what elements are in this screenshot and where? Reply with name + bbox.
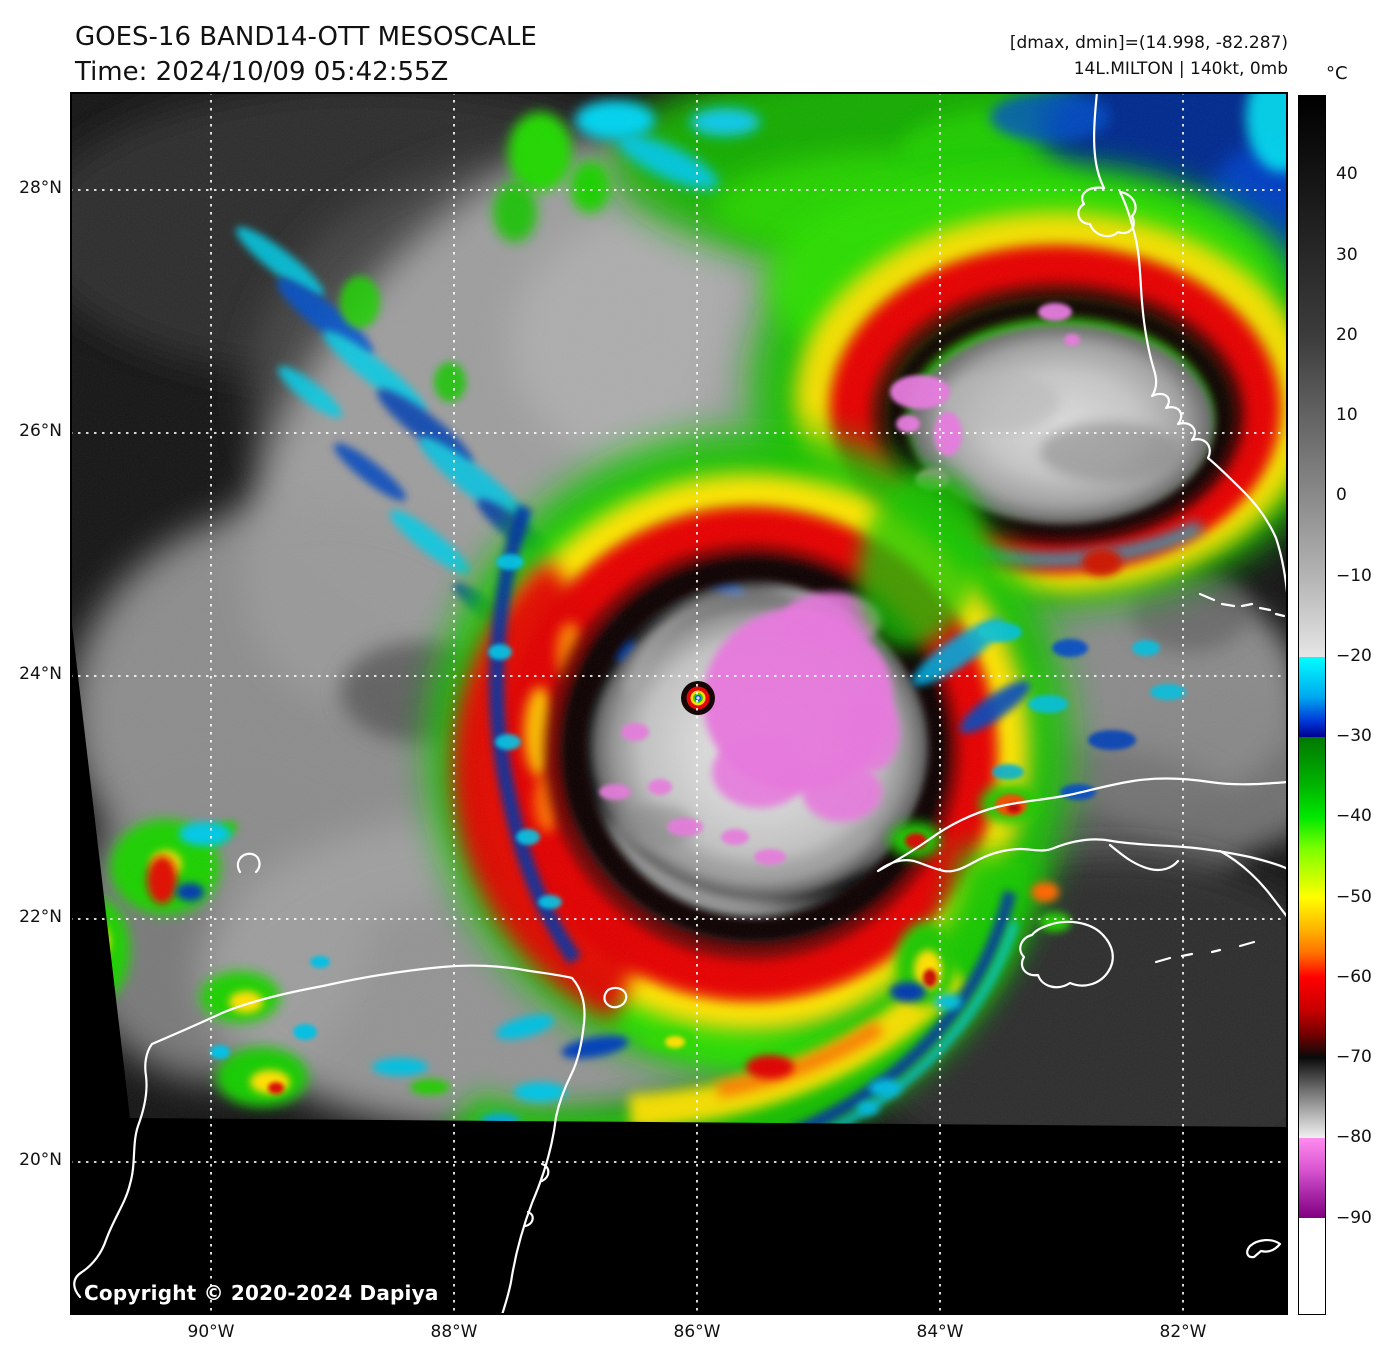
satellite-image [70,92,1288,1315]
lon-tick-label: 86°W [673,1322,721,1342]
lat-tick-label: 22°N [19,907,62,927]
colorbar-tick-label: −20 [1336,645,1372,666]
coastline-florida-keys [1198,592,1286,618]
colorbar-tick-label: 30 [1336,244,1358,265]
colorbar-tick-label: −90 [1336,1207,1372,1228]
colorbar-tick-label: −40 [1336,806,1372,827]
coastline-cuba [876,777,1288,920]
satellite-map [70,92,1288,1315]
lon-tick-label: 90°W [187,1322,235,1342]
colorbar-tick-label: −30 [1336,726,1372,747]
colorbar-tick-label: −10 [1336,565,1372,586]
lat-tick-label: 28°N [19,178,62,198]
coastline-yucatan-mexico [73,964,586,1315]
storm-annotation: 14L.MILTON | 140kt, 0mb [1073,59,1288,79]
coastline-belize-bays [523,1162,550,1228]
coastline-yucatan-lagoon [236,852,261,874]
colorbar-tick-label: −60 [1336,966,1372,987]
colorbar [1298,95,1326,1315]
page-title: GOES-16 BAND14-OTT MESOSCALE [75,22,537,52]
lon-tick-label: 82°W [1159,1322,1207,1342]
coastline-cozumel [603,986,628,1009]
noise-texture [70,92,1288,1315]
coastline-cays [1154,940,1256,964]
colorbar-tick-label: 0 [1336,485,1347,506]
lon-tick-label: 88°W [430,1322,478,1342]
colorbar-tick-label: −70 [1336,1047,1372,1068]
copyright-watermark: Copyright © 2020-2024 Dapiya [84,1281,439,1305]
coastline-grand-cayman [1246,1239,1282,1259]
timestamp: Time: 2024/10/09 05:42:55Z [75,57,449,87]
lon-tick-label: 84°W [916,1322,964,1342]
lat-tick-label: 20°N [19,1150,62,1170]
title-block: GOES-16 BAND14-OTT MESOSCALE Time: 2024/… [75,20,537,90]
graticule [70,92,1288,1315]
map-frame [70,92,1288,1315]
colorbar-tick-label: 10 [1336,405,1358,426]
colorbar-tick-label: 40 [1336,164,1358,185]
no-data-region [70,608,1288,1315]
coastline-florida [1077,92,1288,604]
dmax-dmin-annotation: [dmax, dmin]=(14.998, -82.287) [1009,33,1288,53]
coastline-isle-of-youth [1019,920,1114,989]
colorbar-tick-label: 20 [1336,324,1358,345]
colorbar-unit: °C [1326,63,1348,84]
colorbar-tick-label: −50 [1336,886,1372,907]
annotation-block: [dmax, dmin]=(14.998, -82.287) 14L.MILTO… [1010,30,1288,82]
lat-tick-label: 26°N [19,421,62,441]
colorbar-tick-label: −80 [1336,1127,1372,1148]
lat-tick-label: 24°N [19,664,62,684]
coastlines [73,92,1288,1315]
